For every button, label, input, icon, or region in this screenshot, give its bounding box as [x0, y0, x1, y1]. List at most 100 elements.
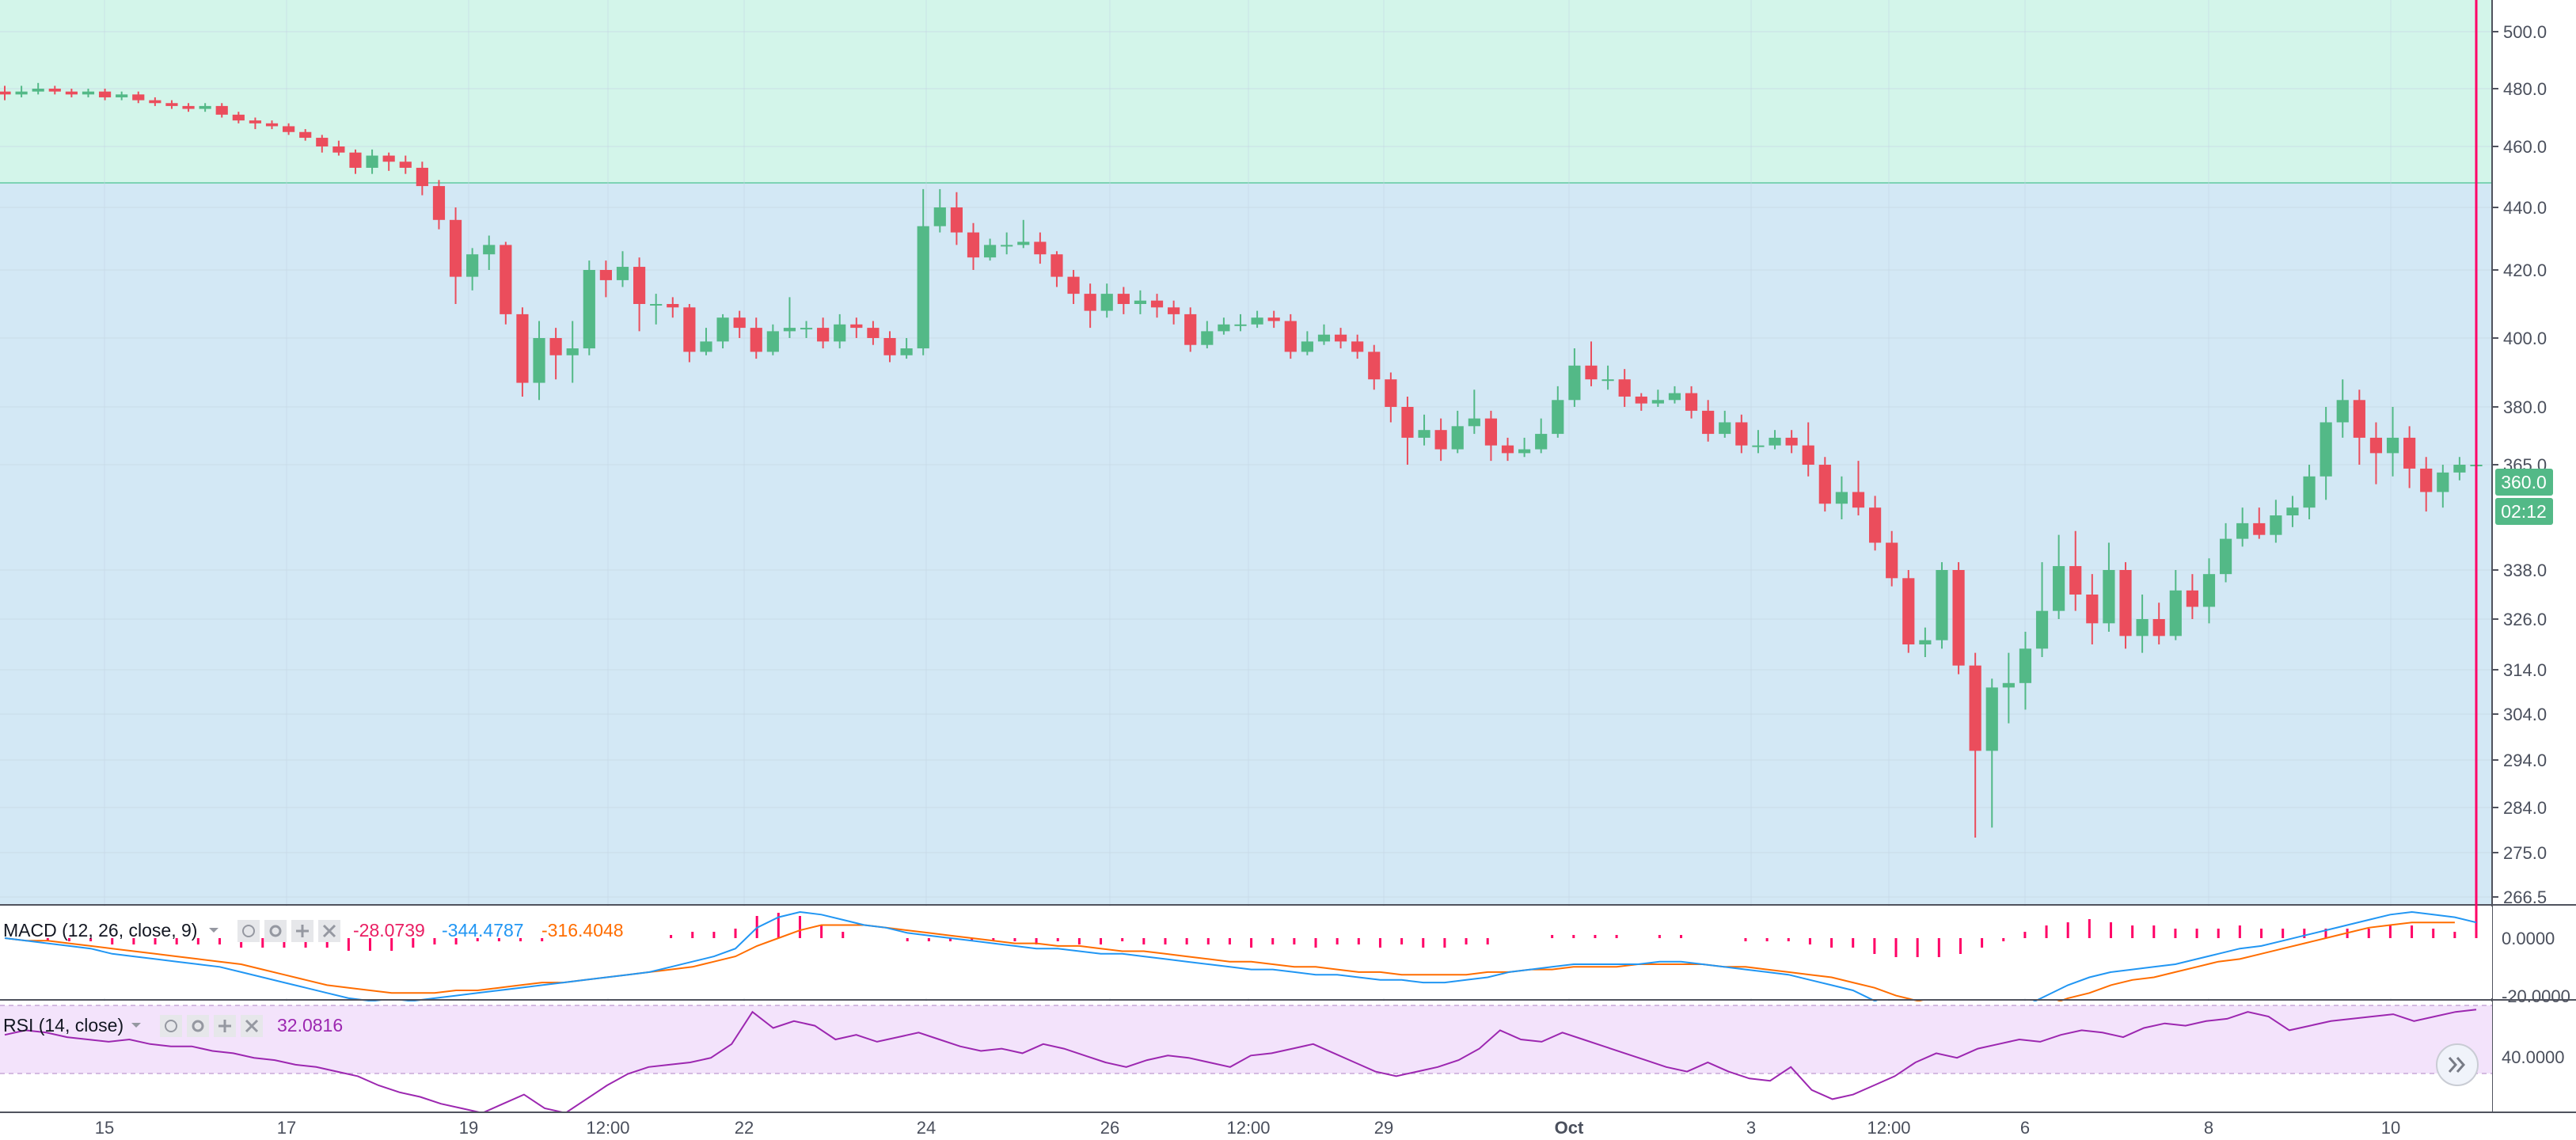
macd-menu-chevron-icon[interactable]	[209, 928, 218, 933]
candle	[2386, 407, 2399, 477]
candle	[500, 241, 512, 325]
price-tick-label: 284.0	[2503, 798, 2547, 818]
candle	[182, 103, 195, 112]
candle	[399, 155, 412, 174]
rsi-band	[0, 1005, 2492, 1074]
eye-icon[interactable]	[237, 920, 260, 942]
candle	[933, 188, 946, 233]
candle	[1385, 372, 1397, 423]
candle	[2353, 390, 2365, 465]
candle	[432, 180, 446, 230]
candle	[2453, 457, 2466, 481]
candle	[1284, 314, 1297, 359]
time-tick-label: 3	[1746, 1118, 1756, 1138]
candle	[132, 91, 145, 104]
candle	[2437, 465, 2449, 508]
candle	[1100, 283, 1113, 318]
gear-icon[interactable]	[187, 1015, 209, 1037]
candle	[1218, 317, 1230, 335]
candle	[2035, 562, 2049, 657]
candle	[1051, 251, 1063, 287]
candle	[1835, 476, 1848, 519]
rsi-title[interactable]: RSI (14, close)	[3, 1015, 123, 1036]
macd-pane[interactable]	[0, 906, 2492, 998]
candle	[516, 307, 529, 397]
candle	[1334, 328, 1347, 349]
candle	[2253, 507, 2266, 539]
price-tick-label: 500.0	[2503, 22, 2547, 42]
candle	[65, 89, 78, 97]
scroll-to-realtime-button[interactable]	[2436, 1043, 2479, 1086]
double-chevron-right-icon	[2448, 1057, 2466, 1073]
candle	[1635, 393, 1647, 411]
candle	[1702, 400, 1715, 442]
candle	[32, 82, 44, 95]
candle	[1184, 307, 1197, 352]
candle	[2286, 496, 2299, 527]
candle	[1117, 287, 1130, 314]
candle	[683, 304, 696, 363]
candle	[1368, 344, 1381, 390]
price-tick-label: 338.0	[2503, 560, 2547, 580]
candle	[1585, 341, 1598, 386]
rsi-plot	[4, 1009, 2477, 1114]
candle	[616, 251, 629, 287]
macd-histogram-value: -28.0739	[353, 920, 425, 940]
candle	[2236, 507, 2249, 547]
upper-price-zone	[0, 0, 2492, 183]
candle	[1251, 310, 1263, 329]
time-axis[interactable]	[0, 1113, 2492, 1140]
candle	[1434, 418, 1447, 462]
time-tick-label: 22	[735, 1118, 754, 1138]
candle	[265, 120, 279, 130]
candle	[599, 260, 612, 298]
price-tick-label: 304.0	[2503, 705, 2547, 724]
rsi-line	[4, 1009, 2477, 1114]
candle	[1468, 390, 1480, 435]
candle	[2002, 652, 2015, 724]
candle	[249, 117, 262, 130]
eye-icon[interactable]	[160, 1015, 182, 1037]
candle	[1568, 348, 1581, 407]
candle	[1618, 369, 1631, 407]
time-tick-label: 29	[1374, 1118, 1393, 1138]
candle	[2320, 407, 2332, 500]
candle	[2086, 574, 2099, 644]
candle	[667, 297, 679, 318]
candle	[867, 321, 880, 345]
candle	[950, 192, 963, 245]
candle	[116, 91, 128, 101]
rsi-menu-chevron-icon[interactable]	[131, 1023, 141, 1028]
candle	[817, 317, 830, 349]
price-tick-label: 275.0	[2503, 843, 2547, 863]
candle	[967, 222, 980, 270]
candle	[466, 248, 479, 291]
price-axis[interactable]	[2492, 0, 2576, 905]
candle	[382, 152, 395, 171]
time-tick-label: Oct	[1555, 1118, 1584, 1138]
candle	[48, 86, 61, 95]
candle	[299, 129, 312, 141]
candle	[834, 314, 846, 349]
candle	[283, 123, 295, 135]
price-tick-label: 294.0	[2503, 750, 2547, 770]
price-tick-label: 400.0	[2503, 329, 2547, 348]
macd-title[interactable]: MACD (12, 26, close, 9)	[3, 920, 197, 940]
candle	[199, 103, 211, 112]
time-tick-label: 26	[1100, 1118, 1119, 1138]
macd-line-value: -344.4787	[442, 920, 524, 940]
candle	[149, 97, 161, 106]
candle	[633, 257, 646, 332]
candle	[1952, 562, 1965, 674]
candle	[883, 331, 896, 363]
candle	[1719, 410, 1731, 438]
candle	[1969, 652, 1981, 838]
candle	[2136, 595, 2149, 653]
candle	[2403, 426, 2416, 488]
time-axis-labels: 15 17 19 12:00 22 24 26 12:00 29 Oct 3 12:00 6 8 10	[95, 1118, 2400, 1138]
lower-price-zone	[0, 183, 2492, 905]
gear-icon[interactable]	[264, 920, 287, 942]
rsi-axis-tick: 40.0000	[2502, 1047, 2565, 1067]
candle	[650, 294, 663, 325]
